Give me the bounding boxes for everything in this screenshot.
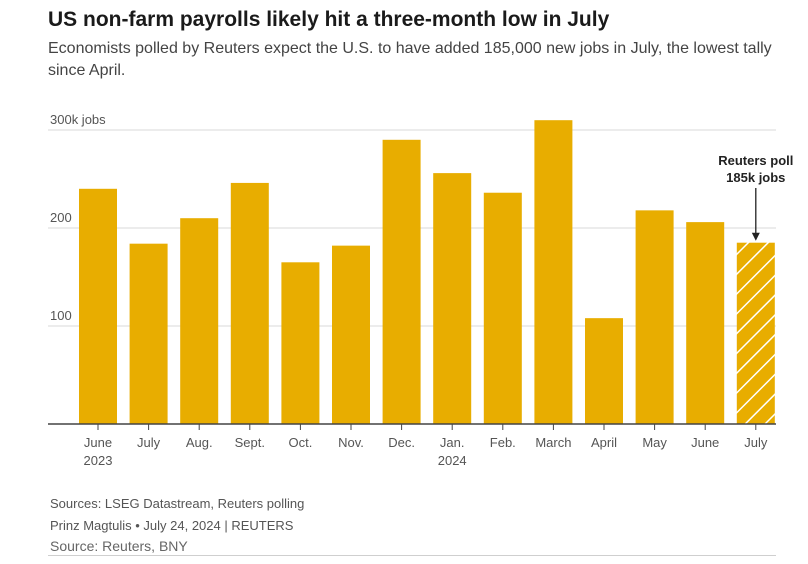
forecast-bar	[736, 242, 775, 424]
sources-note: Sources: LSEG Datastream, Reuters pollin…	[50, 496, 305, 511]
y-tick-label: 200	[50, 210, 72, 225]
x-tick-label: June	[84, 435, 112, 450]
y-tick-label: 100	[50, 308, 72, 323]
x-tick-label: June	[691, 435, 719, 450]
tick-labels: June 2023 July Aug. Sept. Oct. Nov. Dec. Jan. 202…	[84, 435, 768, 468]
x-year-label: 2024	[438, 453, 467, 468]
bar	[281, 262, 320, 424]
bar	[483, 192, 522, 424]
annotation: Reuters poll 185k jobs	[718, 153, 793, 241]
x-year-label: 2023	[84, 453, 113, 468]
x-tick-label: July	[137, 435, 161, 450]
bar	[180, 218, 219, 424]
x-tick-label: Nov.	[338, 435, 364, 450]
bar	[230, 182, 269, 424]
source-note: Source: Reuters, BNY	[50, 538, 188, 554]
annotation-line2: 185k jobs	[726, 170, 785, 185]
bar	[332, 245, 370, 424]
x-tick-label: April	[591, 435, 617, 450]
bar	[382, 139, 421, 425]
chart-title: US non-farm payrolls likely hit a three-…	[48, 8, 610, 31]
x-tick-label: May	[642, 435, 667, 450]
bar	[129, 243, 168, 424]
x-tick-label: March	[535, 435, 571, 450]
bar	[635, 210, 674, 424]
bar-chart: 300k jobs 200 100 June 2023 July Aug. Sept. Oct…	[48, 112, 793, 468]
x-tick-label: Jan.	[440, 435, 465, 450]
annotation-arrowhead-icon	[751, 232, 760, 241]
bar	[433, 173, 472, 424]
x-axis	[48, 423, 776, 430]
bar	[686, 222, 725, 424]
divider	[48, 555, 776, 556]
x-tick-label: Oct.	[288, 435, 312, 450]
y-tick-label: 300k jobs	[50, 112, 106, 127]
bar	[585, 318, 623, 424]
x-tick-label: Dec.	[388, 435, 415, 450]
x-tick-label: Sept.	[235, 435, 265, 450]
bar	[534, 120, 573, 424]
x-tick-label: Aug.	[186, 435, 213, 450]
byline: Prinz Magtulis • July 24, 2024 | REUTERS	[50, 518, 294, 533]
bar	[79, 188, 117, 424]
x-tick-label: July	[744, 435, 768, 450]
bars	[79, 120, 775, 425]
x-tick-label: Feb.	[490, 435, 516, 450]
annotation-line1: Reuters poll	[718, 153, 793, 168]
chart-subtitle: Economists polled by Reuters expect the …	[48, 40, 772, 79]
